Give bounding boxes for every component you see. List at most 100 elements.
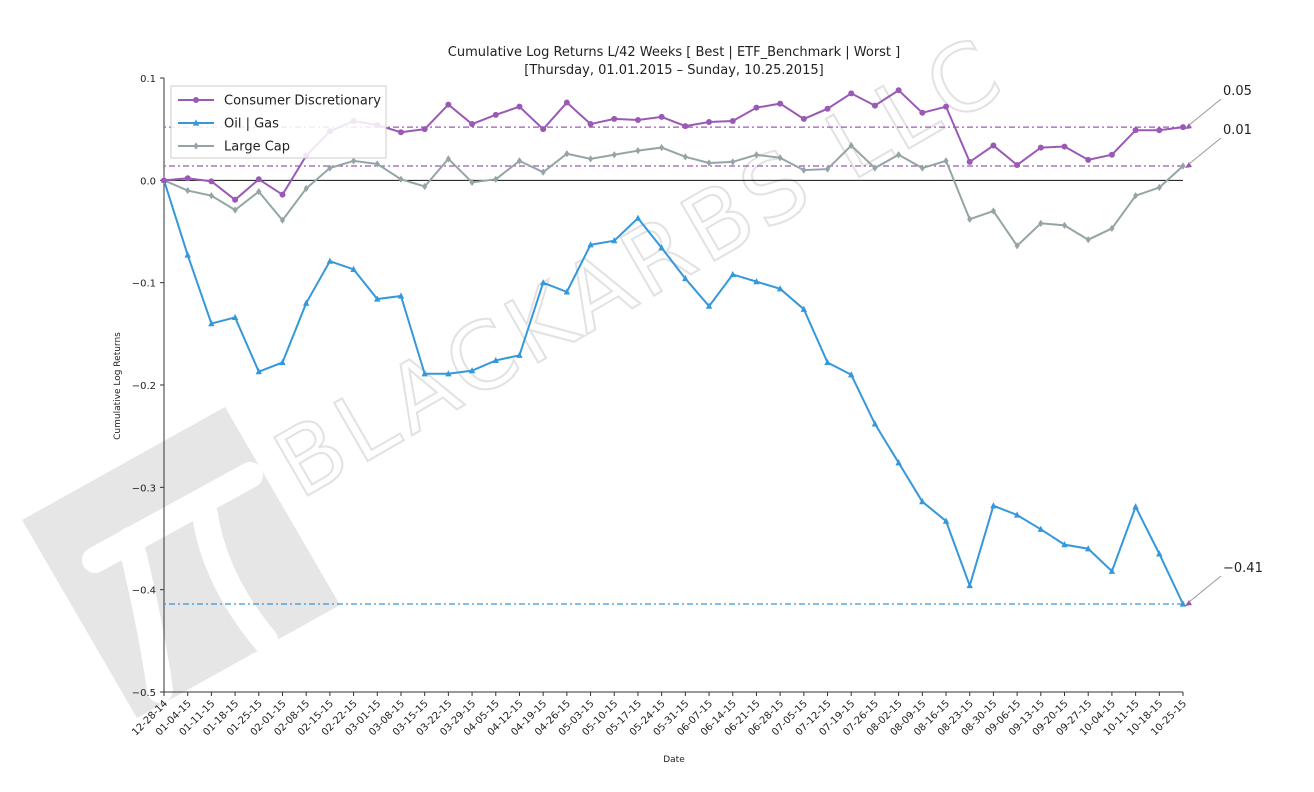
data-point-oil-gas bbox=[776, 285, 784, 292]
data-point-consumer-discretionary bbox=[397, 129, 404, 136]
end-leader-2 bbox=[1188, 575, 1222, 603]
data-point-large-cap bbox=[659, 143, 665, 152]
end-label-2: −0.41 bbox=[1223, 561, 1263, 576]
data-point-oil-gas bbox=[919, 498, 926, 505]
legend-label-consumer-discretionary: Consumer Discretionary bbox=[224, 94, 381, 109]
data-point-oil-gas bbox=[800, 305, 808, 312]
data-point-large-cap bbox=[801, 166, 807, 174]
data-point-oil-gas bbox=[1061, 541, 1068, 548]
y-tick-label: 0.1 bbox=[140, 74, 156, 85]
data-point-large-cap bbox=[185, 186, 191, 195]
legend-marker-large-cap bbox=[193, 142, 199, 150]
data-point-consumer-discretionary bbox=[634, 116, 641, 123]
y-axis-label: Cumulative Log Returns bbox=[113, 332, 123, 440]
data-point-consumer-discretionary bbox=[611, 115, 618, 122]
data-point-oil-gas bbox=[848, 371, 855, 378]
data-point-consumer-discretionary bbox=[469, 121, 476, 128]
data-point-oil-gas bbox=[1179, 600, 1187, 607]
data-point-oil-gas bbox=[302, 299, 310, 306]
data-point-large-cap bbox=[256, 187, 262, 196]
data-point-large-cap bbox=[848, 141, 854, 150]
y-tick-label: −0.2 bbox=[132, 381, 156, 392]
data-point-oil-gas bbox=[1085, 545, 1092, 552]
data-point-oil-gas bbox=[1037, 525, 1045, 532]
data-point-consumer-discretionary bbox=[587, 121, 594, 128]
data-point-large-cap bbox=[1109, 224, 1115, 233]
data-point-consumer-discretionary bbox=[563, 99, 570, 106]
data-point-large-cap bbox=[398, 175, 404, 183]
data-point-oil-gas bbox=[1108, 567, 1116, 574]
data-point-oil-gas bbox=[231, 313, 239, 321]
data-point-large-cap bbox=[493, 175, 499, 183]
data-point-large-cap bbox=[208, 192, 214, 200]
data-point-oil-gas bbox=[824, 358, 831, 366]
data-point-consumer-discretionary bbox=[540, 126, 547, 133]
data-point-oil-gas bbox=[1013, 511, 1021, 518]
data-point-large-cap bbox=[872, 164, 878, 172]
data-point-oil-gas bbox=[350, 265, 357, 272]
data-point-large-cap bbox=[943, 157, 949, 165]
data-point-consumer-discretionary bbox=[1108, 151, 1115, 158]
data-point-oil-gas bbox=[326, 257, 334, 264]
end-arrow-2 bbox=[1185, 599, 1192, 606]
data-point-oil-gas bbox=[445, 370, 452, 377]
data-point-oil-gas bbox=[563, 288, 571, 295]
data-point-oil-gas bbox=[1132, 503, 1139, 510]
end-labels: 0.05 0.01 −0.41 bbox=[1185, 84, 1263, 606]
data-point-large-cap bbox=[990, 207, 997, 215]
end-arrow-1 bbox=[1185, 162, 1192, 169]
data-point-consumer-discretionary bbox=[1037, 144, 1044, 151]
data-point-consumer-discretionary bbox=[658, 113, 665, 120]
x-ticks: 12-28-1401-04-1501-11-1501-18-1501-25-15… bbox=[130, 692, 1189, 738]
data-point-oil-gas bbox=[208, 320, 215, 327]
data-point-consumer-discretionary bbox=[871, 102, 878, 109]
data-point-large-cap bbox=[753, 151, 760, 159]
data-point-large-cap bbox=[611, 151, 617, 159]
data-point-oil-gas bbox=[492, 356, 499, 364]
data-point-consumer-discretionary bbox=[516, 103, 523, 110]
data-point-consumer-discretionary bbox=[445, 101, 452, 108]
data-point-consumer-discretionary bbox=[421, 126, 428, 133]
y-ticks: 0.1 0.0 −0.1 −0.2 −0.3 −0.4 −0.5 bbox=[132, 74, 164, 699]
data-point-consumer-discretionary bbox=[1061, 143, 1068, 150]
y-tick-label: −0.3 bbox=[132, 483, 156, 494]
y-tick-label: −0.1 bbox=[132, 279, 156, 290]
data-point-oil-gas bbox=[468, 367, 476, 374]
data-point-consumer-discretionary bbox=[232, 196, 239, 203]
data-point-consumer-discretionary bbox=[1085, 156, 1092, 163]
data-point-large-cap bbox=[730, 158, 736, 166]
y-tick-label: −0.4 bbox=[132, 586, 156, 597]
data-point-large-cap bbox=[327, 164, 333, 172]
chart-title: Cumulative Log Returns L/42 Weeks [ Best… bbox=[448, 45, 900, 60]
data-point-consumer-discretionary bbox=[1180, 124, 1186, 131]
data-point-large-cap bbox=[682, 153, 688, 161]
data-point-consumer-discretionary bbox=[753, 104, 760, 111]
data-point-consumer-discretionary bbox=[895, 87, 902, 94]
series-line-oil-gas bbox=[163, 180, 1184, 605]
data-point-consumer-discretionary bbox=[777, 100, 784, 107]
series-oil-gas bbox=[160, 176, 1187, 607]
data-point-consumer-discretionary bbox=[706, 119, 713, 126]
data-point-oil-gas bbox=[611, 237, 618, 244]
data-point-large-cap bbox=[1061, 221, 1068, 229]
data-point-consumer-discretionary bbox=[919, 109, 926, 116]
y-tick-label: 0.0 bbox=[140, 176, 156, 187]
legend-marker-oil-gas bbox=[192, 119, 200, 126]
series-lines bbox=[160, 87, 1187, 607]
data-point-oil-gas bbox=[682, 274, 689, 282]
data-point-large-cap bbox=[1156, 183, 1162, 192]
data-point-large-cap bbox=[967, 215, 973, 223]
legend-label-large-cap: Large Cap bbox=[224, 140, 290, 155]
data-point-consumer-discretionary bbox=[279, 191, 286, 198]
data-point-oil-gas bbox=[990, 502, 997, 509]
data-point-consumer-discretionary bbox=[966, 158, 973, 165]
series-line-large-cap bbox=[163, 144, 1184, 248]
data-point-large-cap bbox=[1085, 236, 1091, 244]
data-point-oil-gas bbox=[705, 302, 713, 309]
data-point-large-cap bbox=[516, 157, 523, 165]
data-point-large-cap bbox=[422, 182, 428, 191]
data-point-consumer-discretionary bbox=[184, 175, 191, 182]
data-point-large-cap bbox=[587, 155, 594, 163]
data-point-consumer-discretionary bbox=[943, 103, 950, 110]
data-point-large-cap bbox=[469, 178, 475, 186]
